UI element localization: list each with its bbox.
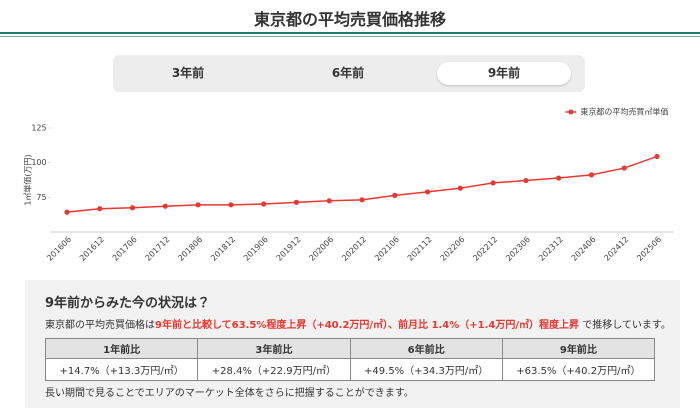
point bbox=[392, 192, 398, 198]
point bbox=[621, 165, 627, 171]
x-tick-label: 202106 bbox=[373, 235, 401, 263]
point bbox=[556, 175, 562, 181]
th: 1年前比 bbox=[44, 338, 199, 359]
x-tick-label: 202306 bbox=[504, 235, 532, 263]
th: 3年前比 bbox=[197, 338, 351, 359]
x-tick-label: 202412 bbox=[602, 235, 630, 263]
x-tick-label: 202012 bbox=[340, 235, 368, 263]
point bbox=[359, 197, 365, 203]
th: 9年前比 bbox=[501, 338, 656, 359]
th: 6年前比 bbox=[349, 338, 503, 359]
td: +14.7%（+13.3万円/㎡） bbox=[44, 358, 199, 381]
divider bbox=[0, 32, 700, 34]
tab-bar: 3年前 6年前 9年前 bbox=[113, 55, 585, 92]
point bbox=[129, 205, 136, 211]
tab[interactable]: 3年前 bbox=[171, 66, 205, 80]
tab[interactable]: 9年前 bbox=[437, 62, 571, 85]
y-tick-label: 100 bbox=[31, 158, 46, 167]
x-tick-label: 201912 bbox=[275, 235, 303, 263]
comparison-table: 1年前比 3年前比 6年前比 9年前比 +14.7%（+13.3万円/㎡） +28.4%… bbox=[44, 338, 656, 381]
y-tick-label: 75 bbox=[36, 193, 46, 202]
td: +28.4%（+22.9万円/㎡） bbox=[197, 358, 351, 381]
point bbox=[261, 201, 267, 207]
x-tick-label: 202212 bbox=[471, 235, 499, 263]
point bbox=[490, 180, 496, 186]
x-tick-label: 202312 bbox=[537, 235, 565, 263]
y-axis-label: 1㎡単価(万円) bbox=[23, 154, 33, 205]
y-tick-label: 125 bbox=[31, 124, 46, 133]
point bbox=[457, 185, 463, 191]
legend-label: 東京都の平均売買㎡単価 bbox=[580, 107, 668, 117]
point bbox=[424, 189, 431, 195]
summary-text: 東京都の平均売買価格は9年前と比較して63.5%程度上昇（+40.2万円/㎡）、… bbox=[45, 316, 671, 331]
x-tick-label: 201706 bbox=[111, 235, 139, 263]
summary-box: 9年前からみた今の状況は？ 東京都の平均売買価格は9年前と比較して63.5%程度… bbox=[25, 280, 680, 408]
x-tick-label: 202006 bbox=[307, 235, 335, 263]
point bbox=[654, 153, 660, 160]
x-tick-label: 201612 bbox=[78, 235, 106, 263]
td: +63.5%（+40.2万円/㎡） bbox=[501, 358, 656, 381]
x-tick-label: 202506 bbox=[635, 235, 663, 263]
chart: 75 100 125 1㎡単価(万円) 201606 201612 201706 201712… bbox=[23, 107, 674, 263]
note: 長い期間で見ることでエリアのマーケット全体をさらに把握することができます。 bbox=[45, 388, 414, 399]
point bbox=[588, 172, 595, 178]
line bbox=[66, 155, 658, 213]
td: +49.5%（+34.3万円/㎡） bbox=[349, 358, 503, 381]
divider bbox=[0, 36, 700, 37]
x-tick-label: 202112 bbox=[406, 235, 434, 263]
x-tick-label: 201906 bbox=[242, 235, 270, 263]
summary-heading: 9年前からみた今の状況は？ bbox=[45, 296, 211, 311]
x-tick-label: 201606 bbox=[45, 235, 73, 263]
point bbox=[293, 199, 300, 205]
legend-marker bbox=[568, 109, 574, 115]
point bbox=[326, 198, 332, 204]
point bbox=[195, 202, 201, 208]
x-tick-label: 202206 bbox=[439, 235, 467, 263]
tab[interactable]: 6年前 bbox=[331, 66, 365, 80]
x-tick-label: 202406 bbox=[570, 235, 598, 263]
text: で推移しています。 bbox=[579, 320, 671, 331]
x-tick-label: 201812 bbox=[209, 235, 237, 263]
point bbox=[162, 203, 168, 209]
text: 東京都の平均売買価格は bbox=[45, 320, 155, 331]
x-tick-label: 201712 bbox=[144, 235, 172, 263]
point bbox=[523, 177, 529, 184]
point bbox=[64, 209, 70, 215]
page-title: 東京都の平均売買価格推移 bbox=[253, 10, 446, 29]
highlight: 9年前と比較して63.5%程度上昇（+40.2万円/㎡）、前月比 1.4%（+1… bbox=[155, 320, 580, 331]
point bbox=[228, 202, 234, 208]
point bbox=[97, 206, 103, 212]
x-tick-label: 201806 bbox=[176, 235, 204, 263]
